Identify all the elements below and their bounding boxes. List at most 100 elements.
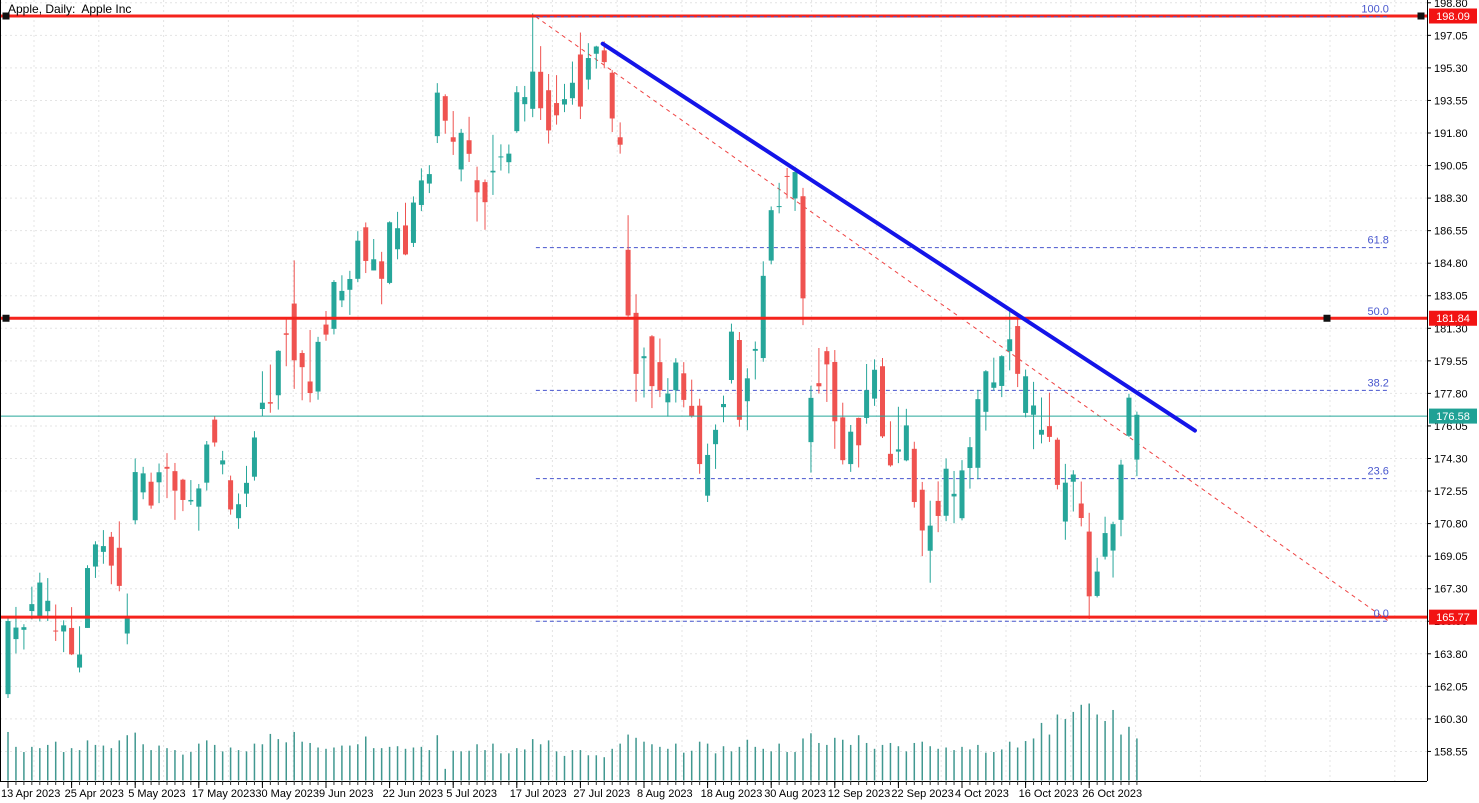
price-axis-label: 167.30 xyxy=(1434,584,1468,596)
candle-up xyxy=(752,348,758,351)
volume-bar xyxy=(929,746,931,781)
volume-bar xyxy=(675,743,677,781)
volume-bar xyxy=(333,747,335,781)
date-label: 13 Apr 2023 xyxy=(1,788,60,800)
candle-down xyxy=(108,536,114,566)
candle-down xyxy=(736,340,742,420)
price-axis-label: 176.05 xyxy=(1434,421,1468,433)
date-label: 12 Sep 2023 xyxy=(828,788,890,800)
volume-bar xyxy=(134,732,136,781)
price-axis[interactable]: 198.80 197.05 195.30 193.55 191.80 190.05 188.… xyxy=(1427,0,1468,758)
volume-bar xyxy=(746,739,749,781)
candle-up xyxy=(864,390,870,418)
date-label: 9 Jun 2023 xyxy=(319,788,373,800)
volume-bar xyxy=(39,748,41,781)
candle-down xyxy=(180,479,186,500)
candle-down xyxy=(1046,426,1052,437)
volume-bar xyxy=(245,751,248,781)
volume-bar xyxy=(881,744,884,781)
candle-down xyxy=(681,373,687,400)
line-handle[interactable] xyxy=(1417,12,1425,20)
volume-bar xyxy=(396,746,399,781)
volume-bar xyxy=(977,744,979,781)
candle-up xyxy=(585,58,591,80)
candle-up xyxy=(927,525,933,551)
volume-bar xyxy=(126,735,128,781)
candle-down xyxy=(935,500,941,516)
volume-bar xyxy=(301,741,303,781)
volume-bar xyxy=(953,750,955,781)
candle-up xyxy=(1134,414,1140,460)
candle-up xyxy=(1062,482,1068,522)
volume-bar xyxy=(873,748,876,781)
candle-down xyxy=(824,351,830,365)
horizontal-line-198.09[interactable] xyxy=(0,12,1427,20)
volume-bar xyxy=(166,748,168,781)
time-axis[interactable]: 13 Apr 2023 25 Apr 2023 5 May 2023 17 May 2… xyxy=(1,781,1142,800)
volume-bar xyxy=(1104,720,1106,781)
descending-trendline[interactable] xyxy=(600,41,1197,433)
volume-bar xyxy=(349,745,351,781)
candle-up xyxy=(77,654,83,668)
candle-down xyxy=(577,54,583,107)
volume-bar xyxy=(1112,709,1114,781)
volume-bar xyxy=(341,745,343,781)
candle-up xyxy=(776,206,782,208)
volume-bar xyxy=(372,748,375,781)
candle-down xyxy=(697,405,703,465)
candle-up xyxy=(1007,339,1013,352)
candle-down xyxy=(53,630,59,632)
volume-bar xyxy=(285,742,287,781)
volume-bar xyxy=(102,745,105,781)
volume-bar xyxy=(62,752,65,781)
price-axis-label: 183.05 xyxy=(1434,291,1468,303)
price-axis-label: 197.05 xyxy=(1434,30,1468,42)
volume-bar xyxy=(444,768,446,781)
candle-down xyxy=(228,480,234,510)
line-handle[interactable] xyxy=(2,314,10,322)
volume-bar xyxy=(1032,738,1035,781)
candle-up xyxy=(721,403,726,408)
candle-down xyxy=(172,471,178,491)
candle-down xyxy=(1086,531,1092,597)
svg-text:176.58: 176.58 xyxy=(1436,411,1470,423)
volume-bar xyxy=(380,748,383,781)
volume-bar xyxy=(47,744,49,781)
date-label: 8 Aug 2023 xyxy=(637,788,693,800)
fib-level-label-61.8: 61.8 xyxy=(1367,235,1388,247)
candle-up xyxy=(872,369,878,399)
line-handle[interactable] xyxy=(2,12,10,20)
volume-bar xyxy=(1136,738,1138,781)
volume-bar xyxy=(849,744,852,781)
candle-down xyxy=(466,140,472,154)
candle-up xyxy=(498,156,504,158)
volume-bar xyxy=(921,741,923,781)
volume-bar xyxy=(476,744,478,781)
candle-down xyxy=(832,361,838,422)
candle-down xyxy=(911,448,917,503)
volume-bar xyxy=(802,738,804,781)
price-axis-label: 158.55 xyxy=(1434,746,1468,758)
volume-bar xyxy=(94,744,97,781)
candle-up xyxy=(410,202,416,243)
volume-bar xyxy=(142,744,144,781)
candle-down xyxy=(379,261,385,279)
volume-bar xyxy=(78,750,81,781)
volume-bar xyxy=(810,733,812,781)
candle-down xyxy=(69,627,75,655)
candle-down xyxy=(784,175,790,177)
price-tag-165.77: 165.77 xyxy=(1429,609,1477,625)
volume-bar xyxy=(1080,704,1082,781)
candle-down xyxy=(450,137,456,142)
candle-down xyxy=(538,71,544,109)
fib-level-label-0.0: 0.0 xyxy=(1374,608,1389,620)
candle-up xyxy=(959,470,965,519)
candle-up xyxy=(967,447,973,468)
candle-up xyxy=(5,621,11,695)
fib-level-label-50.0: 50.0 xyxy=(1367,306,1388,318)
price-axis-label: 198.80 xyxy=(1434,0,1468,10)
candle-up xyxy=(744,378,750,402)
line-handle[interactable] xyxy=(1323,314,1331,322)
horizontal-line-181.84[interactable] xyxy=(0,314,1427,322)
